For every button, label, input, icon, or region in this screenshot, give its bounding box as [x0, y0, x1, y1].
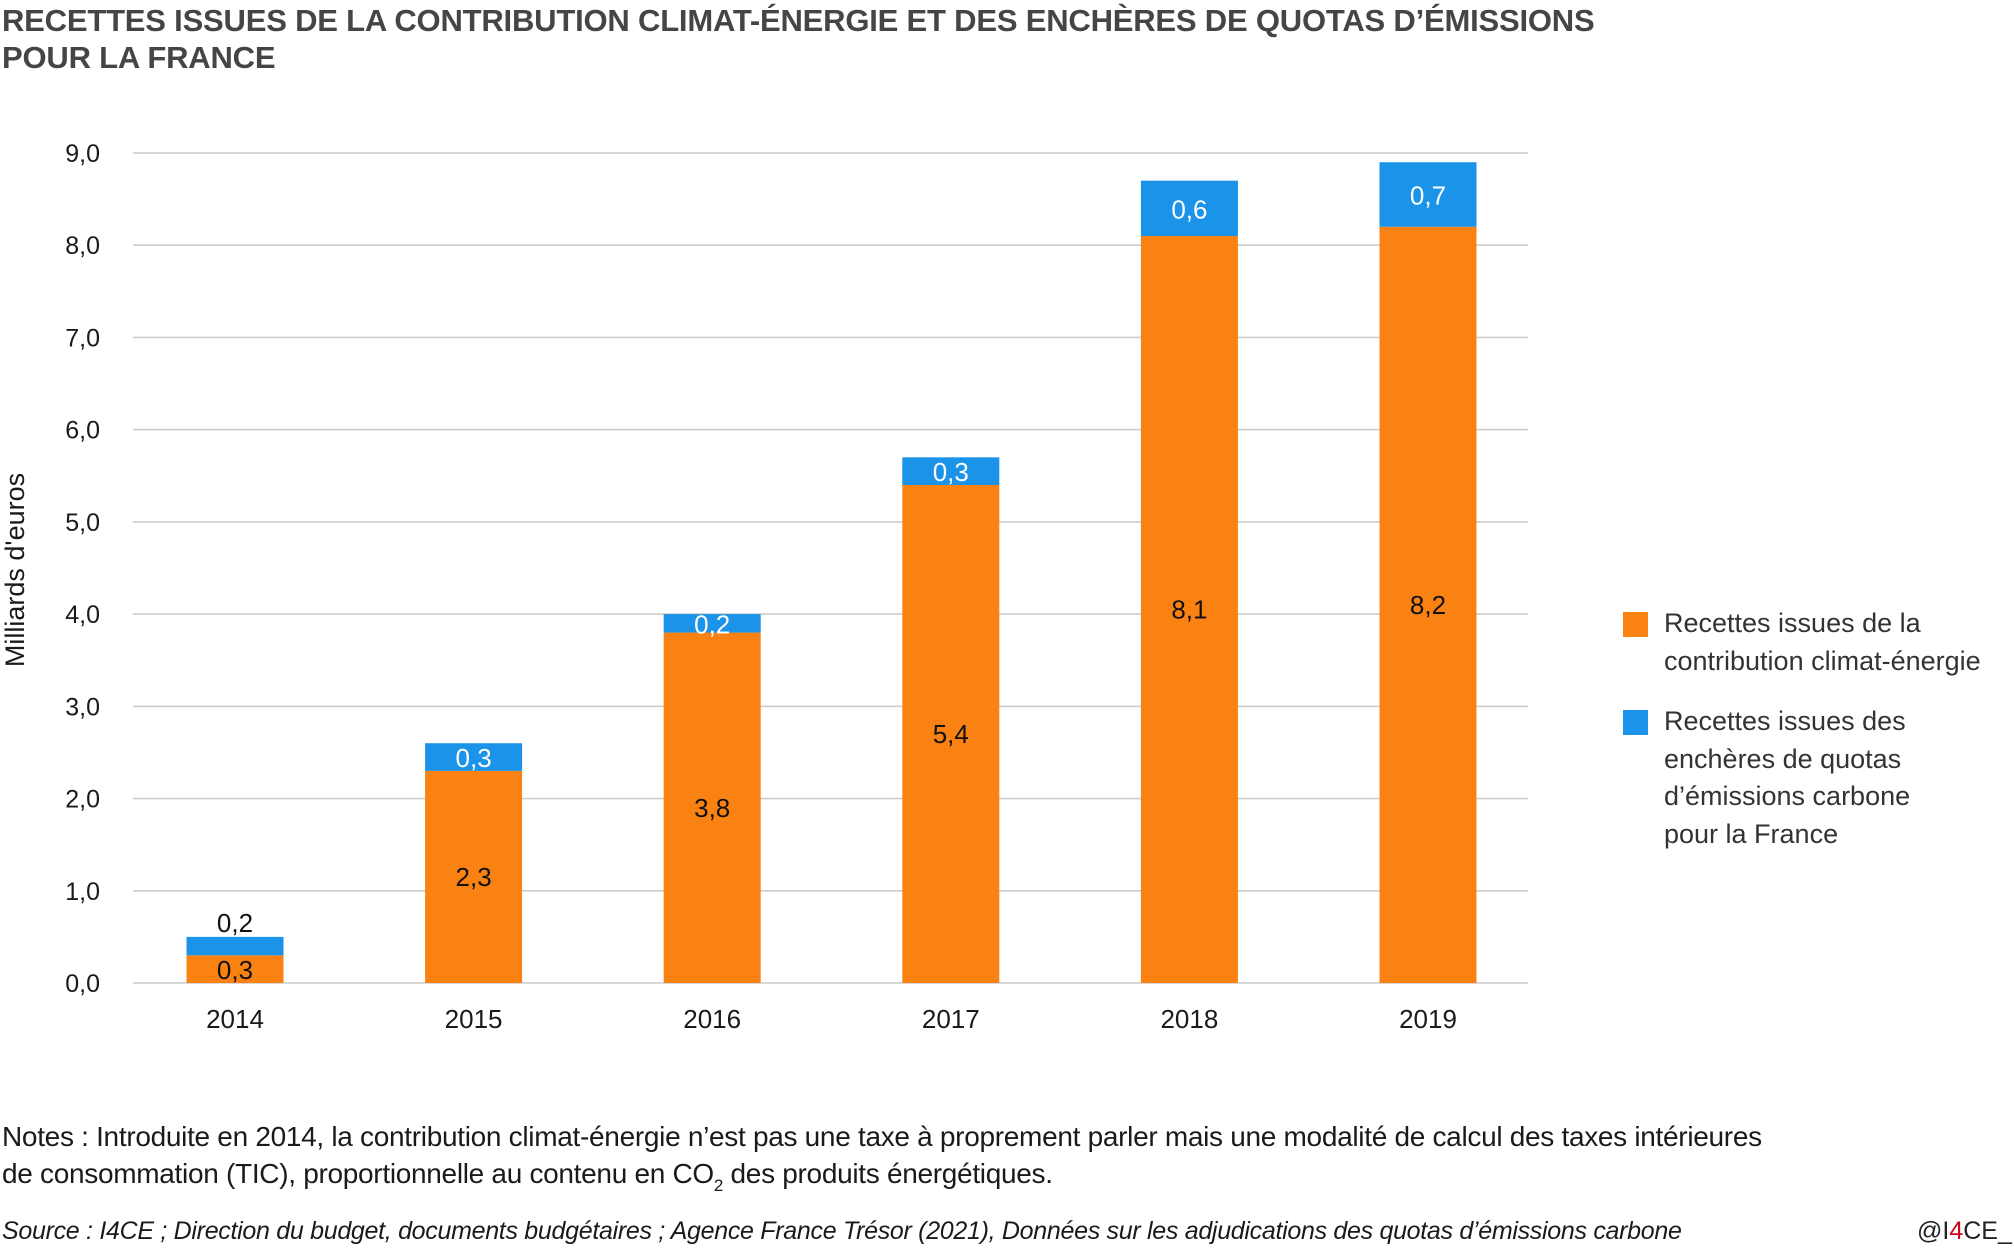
- data-label-encheres: 0,6: [1171, 194, 1207, 224]
- y-tick-label: 1,0: [65, 878, 100, 906]
- y-tick-label: 8,0: [65, 232, 100, 260]
- bar-segment-contribution-2018[interactable]: [1140, 236, 1238, 983]
- chart-title: RECETTES ISSUES DE LA CONTRIBUTION CLIMA…: [2, 2, 1595, 76]
- legend: Recettes issues de la contribution clima…: [1623, 605, 1981, 876]
- stacked-bar-chart: 0,0 1,0 2,0 3,0 4,0 5,0 6,0 7,0 8,0 9,0 Milliards…: [0, 140, 1528, 1034]
- bar-segment-contribution-2015[interactable]: [425, 770, 523, 983]
- bar-segment-encheres-2017[interactable]: [902, 457, 1000, 485]
- data-label-contribution: 5,4: [933, 719, 969, 749]
- bar-segment-contribution-2016[interactable]: [663, 632, 761, 983]
- bar-segment-contribution-2017[interactable]: [902, 485, 1000, 983]
- notes-line-2: de consommation (TIC), proportionnelle a…: [2, 1155, 2002, 1195]
- bar-segment-contribution-2014[interactable]: [186, 955, 284, 983]
- co2-subscript: 2: [713, 1176, 724, 1195]
- legend-label-line: enchères de quotas: [1664, 743, 1902, 774]
- chart-title-line-1: RECETTES ISSUES DE LA CONTRIBUTION CLIMA…: [2, 3, 1595, 38]
- legend-item-encheres-quotas[interactable]: Recettes issues des enchères de quotas d…: [1623, 703, 1981, 853]
- legend-swatch-blue: [1623, 710, 1648, 735]
- legend-item-contribution-climat-energie[interactable]: Recettes issues de la contribution clima…: [1623, 605, 1981, 680]
- bar-segment-encheres-2016[interactable]: [663, 614, 761, 633]
- x-tick-label: 2019: [1399, 1004, 1457, 1034]
- bar-group-2014: 0,3 0,2: [186, 908, 284, 985]
- y-tick-label: 9,0: [65, 140, 100, 168]
- bars: 0,3 0,2 2,3 0,3 3,8 0,2 5,4 0,3 8,1 0,6 8,2 0,7: [186, 162, 1477, 985]
- legend-swatch-orange: [1623, 612, 1648, 637]
- y-tick-label: 6,0: [65, 417, 100, 445]
- handle-accent: 4: [1949, 1217, 1964, 1245]
- y-tick-label: 4,0: [65, 601, 100, 629]
- handle-prefix: @I: [1917, 1217, 1950, 1245]
- bar-segment-encheres-2018[interactable]: [1140, 180, 1238, 236]
- chart-title-line-2: POUR LA FRANCE: [2, 40, 276, 75]
- data-label-encheres: 0,7: [1410, 181, 1446, 211]
- legend-label-line: d’émissions carbone: [1664, 781, 1911, 811]
- handle-suffix: CE_: [1963, 1217, 2012, 1245]
- data-label-encheres: 0,2: [694, 609, 730, 639]
- data-label-contribution: 3,8: [694, 793, 730, 823]
- bar-segment-encheres-2014[interactable]: [186, 936, 284, 956]
- gridlines: [133, 152, 1528, 984]
- data-label-encheres: 0,3: [933, 457, 969, 487]
- y-tick-label: 2,0: [65, 786, 100, 814]
- data-label-encheres: 0,2: [217, 908, 253, 938]
- notes: Notes : Introduite en 2014, la contribut…: [2, 1118, 2002, 1195]
- i4ce-handle[interactable]: @I4CE_: [1917, 1217, 2012, 1246]
- legend-label-line: Recettes issues des: [1664, 706, 1906, 736]
- legend-label-line: Recettes issues de la: [1664, 608, 1921, 638]
- data-label-contribution: 2,3: [456, 862, 492, 892]
- y-tick-label: 7,0: [65, 324, 100, 352]
- x-tick-label: 2014: [206, 1004, 264, 1034]
- data-label-contribution: 8,2: [1410, 590, 1446, 620]
- source-citation: Source : I4CE ; Direction du budget, doc…: [2, 1217, 1682, 1245]
- y-axis-ticks: 0,0 1,0 2,0 3,0 4,0 5,0 6,0 7,0 8,0 9,0: [65, 140, 100, 998]
- x-axis-ticks: 2014 2015 2016 2017 2018 2019: [206, 1004, 1457, 1034]
- bar-group-2015: 2,3 0,3: [425, 743, 523, 983]
- bar-group-2017: 5,4 0,3: [902, 457, 1000, 983]
- bar-segment-contribution-2019[interactable]: [1379, 226, 1477, 983]
- data-label-contribution: 8,1: [1171, 595, 1207, 625]
- x-tick-label: 2015: [445, 1004, 503, 1034]
- bar-segment-encheres-2015[interactable]: [425, 743, 523, 771]
- bar-group-2018: 8,1 0,6: [1140, 180, 1238, 983]
- notes-line-2-text: de consommation (TIC), proportionnelle a…: [2, 1158, 714, 1189]
- bar-group-2019: 8,2 0,7: [1379, 162, 1477, 983]
- legend-label-line: contribution climat-énergie: [1664, 645, 1981, 676]
- bar-segment-encheres-2019[interactable]: [1379, 162, 1477, 227]
- legend-label-line: pour la France: [1664, 818, 1839, 849]
- notes-line-2-text-end: des produits énergétiques.: [723, 1158, 1054, 1189]
- y-tick-label: 3,0: [65, 693, 100, 721]
- notes-line-1: Notes : Introduite en 2014, la contribut…: [2, 1121, 1762, 1152]
- x-tick-label: 2018: [1160, 1004, 1218, 1034]
- x-tick-label: 2017: [922, 1004, 980, 1034]
- y-tick-label: 0,0: [65, 970, 100, 998]
- data-label-encheres: 0,3: [456, 743, 492, 773]
- data-label-contribution: 0,3: [217, 955, 253, 985]
- bar-group-2016: 3,8 0,2: [663, 609, 761, 983]
- x-tick-label: 2016: [683, 1004, 741, 1034]
- y-tick-label: 5,0: [65, 509, 100, 537]
- y-axis-label: Milliards d'euros: [0, 473, 30, 667]
